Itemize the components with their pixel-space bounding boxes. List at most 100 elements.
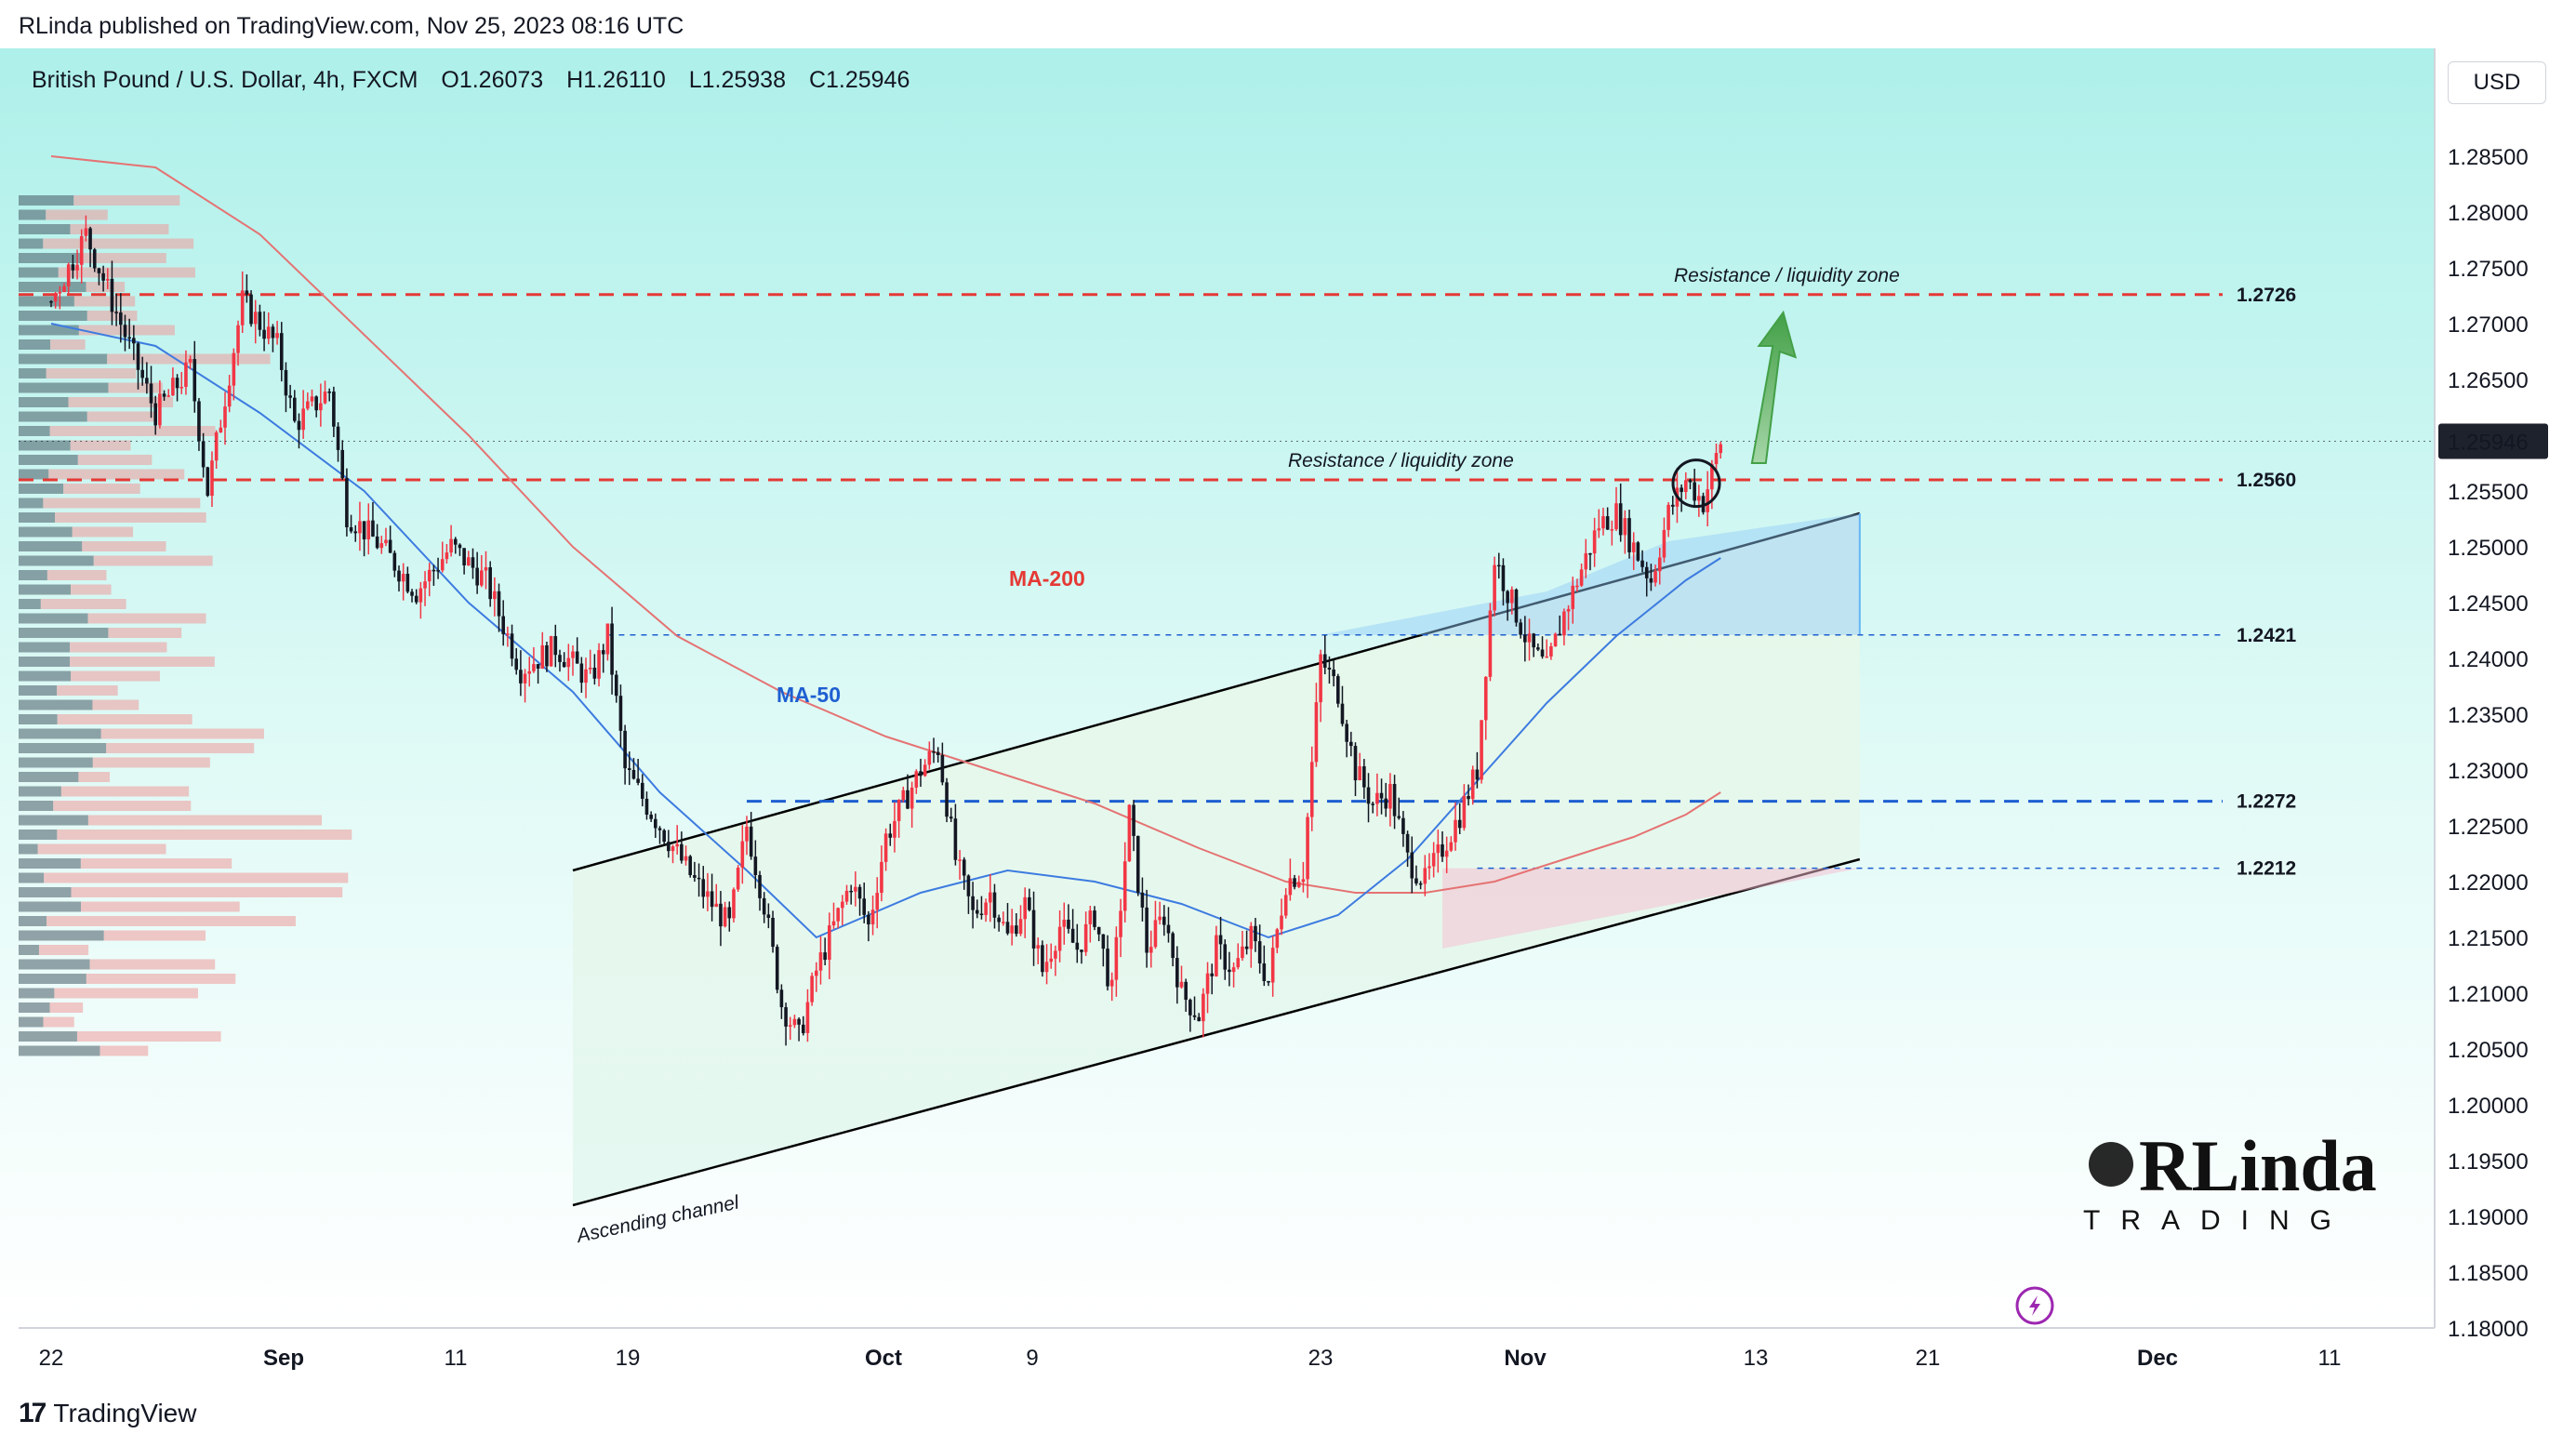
candle-body (1379, 792, 1384, 799)
volume-profile-bar (19, 801, 54, 811)
price-tick-label: 1.25500 (2448, 480, 2529, 505)
volume-profile-bar (78, 325, 175, 336)
breakout-circle-marker (1671, 458, 1721, 509)
candle-body (240, 290, 245, 325)
candle-body (1610, 529, 1614, 531)
candle-body (636, 778, 640, 783)
candle-body (1496, 564, 1501, 567)
volume-profile-bar (19, 930, 104, 941)
footer-brand: TradingView (53, 1399, 197, 1427)
candle-body (1031, 909, 1036, 949)
candle-body (1135, 835, 1140, 893)
candle-body (197, 401, 201, 442)
candle-body (1488, 610, 1493, 677)
volume-profile-bar (19, 195, 74, 206)
candle-body (893, 820, 896, 838)
candle-body (162, 393, 166, 397)
candle-body (1262, 963, 1267, 981)
level-label: 1.2560 (2237, 470, 2296, 491)
currency-button[interactable]: USD (2448, 61, 2546, 104)
candle-body (327, 392, 331, 393)
candle-body (966, 875, 971, 896)
candle-body (1041, 945, 1044, 973)
volume-profile-bar (19, 699, 93, 710)
time-tick-label: 21 (1916, 1346, 1941, 1371)
candle-body (1545, 656, 1548, 658)
candle-body (227, 385, 232, 407)
candle-body (258, 312, 262, 330)
volume-profile-bar (19, 772, 79, 782)
candle-body (1080, 949, 1083, 952)
candle-body (1462, 795, 1467, 829)
candle-body (1366, 787, 1371, 804)
candle-body (631, 769, 636, 779)
candle-body (1140, 892, 1145, 908)
volume-profile-bar (55, 512, 206, 523)
price-axis[interactable]: 1.285001.280001.275001.270001.265001.260… (2438, 145, 2548, 1342)
candle-body (880, 861, 883, 894)
volume-profile-bar (76, 1031, 221, 1042)
candle-body (423, 581, 427, 589)
candle-body (1023, 896, 1027, 920)
candle-body (753, 856, 758, 875)
volume-profile-bar (19, 512, 56, 523)
candle-body (1257, 941, 1262, 964)
volume-profile-bar (19, 267, 59, 278)
volume-profile-bar (19, 1031, 77, 1042)
candle-body (336, 426, 340, 450)
candle-body (1714, 453, 1719, 465)
volume-profile-bar (70, 440, 131, 451)
candle-body (870, 909, 875, 925)
candle-body (575, 651, 579, 664)
candle-body (306, 401, 310, 409)
footer-logo[interactable]: 17 TradingView (19, 1395, 196, 1432)
price-tick-label: 1.27000 (2448, 312, 2529, 338)
volume-profile-bar (60, 786, 190, 797)
candle-body (114, 312, 118, 313)
volume-profile-bar (71, 670, 160, 682)
candle-body (815, 970, 818, 976)
lightning-icon[interactable] (2015, 1286, 2054, 1325)
candle-body (841, 901, 844, 909)
volume-profile-bar (57, 830, 352, 840)
candle-body (1579, 569, 1584, 586)
candle-body (1288, 878, 1293, 896)
volume-profile-bar (19, 526, 73, 538)
candle-body (736, 868, 740, 890)
candle-body (480, 570, 484, 586)
time-tick-label: 13 (1744, 1346, 1769, 1371)
volume-profile-bar (89, 959, 216, 970)
volume-profile-bar (19, 830, 58, 840)
candle-body (962, 859, 966, 876)
candle-body (1475, 769, 1480, 780)
candle-body (1601, 516, 1605, 529)
volume-profile-bar (106, 743, 255, 753)
candle-body (249, 294, 253, 325)
candle-body (1640, 560, 1644, 567)
level-label: 1.2272 (2237, 791, 2296, 813)
candle-body (379, 543, 384, 549)
candle-body (1149, 947, 1153, 953)
volume-profile-bar (81, 253, 166, 263)
candle-body (345, 478, 349, 527)
candle-body (1523, 634, 1527, 643)
volume-profile-bar (43, 1016, 74, 1028)
time-axis[interactable]: 22 Sep 11 19 Oct 9 23 Nov 13 21 Dec 11 (39, 1346, 2342, 1371)
candle-body (119, 312, 123, 325)
volume-profile-bar (19, 296, 74, 307)
candle-body (301, 408, 305, 431)
candle-body (1697, 496, 1701, 501)
price-tick-label: 1.28000 (2448, 201, 2529, 226)
candle-body (1096, 926, 1101, 935)
candle-body (566, 657, 571, 668)
candle-body (1358, 766, 1361, 781)
candle-body (1384, 798, 1388, 809)
channel-fill (573, 513, 1860, 1205)
candle-body (797, 1018, 801, 1025)
candle-body (1540, 649, 1545, 657)
volume-profile-bar (19, 843, 38, 855)
candle-body (58, 292, 62, 294)
candle-body (358, 521, 362, 534)
volume-profile-bar (19, 325, 79, 336)
